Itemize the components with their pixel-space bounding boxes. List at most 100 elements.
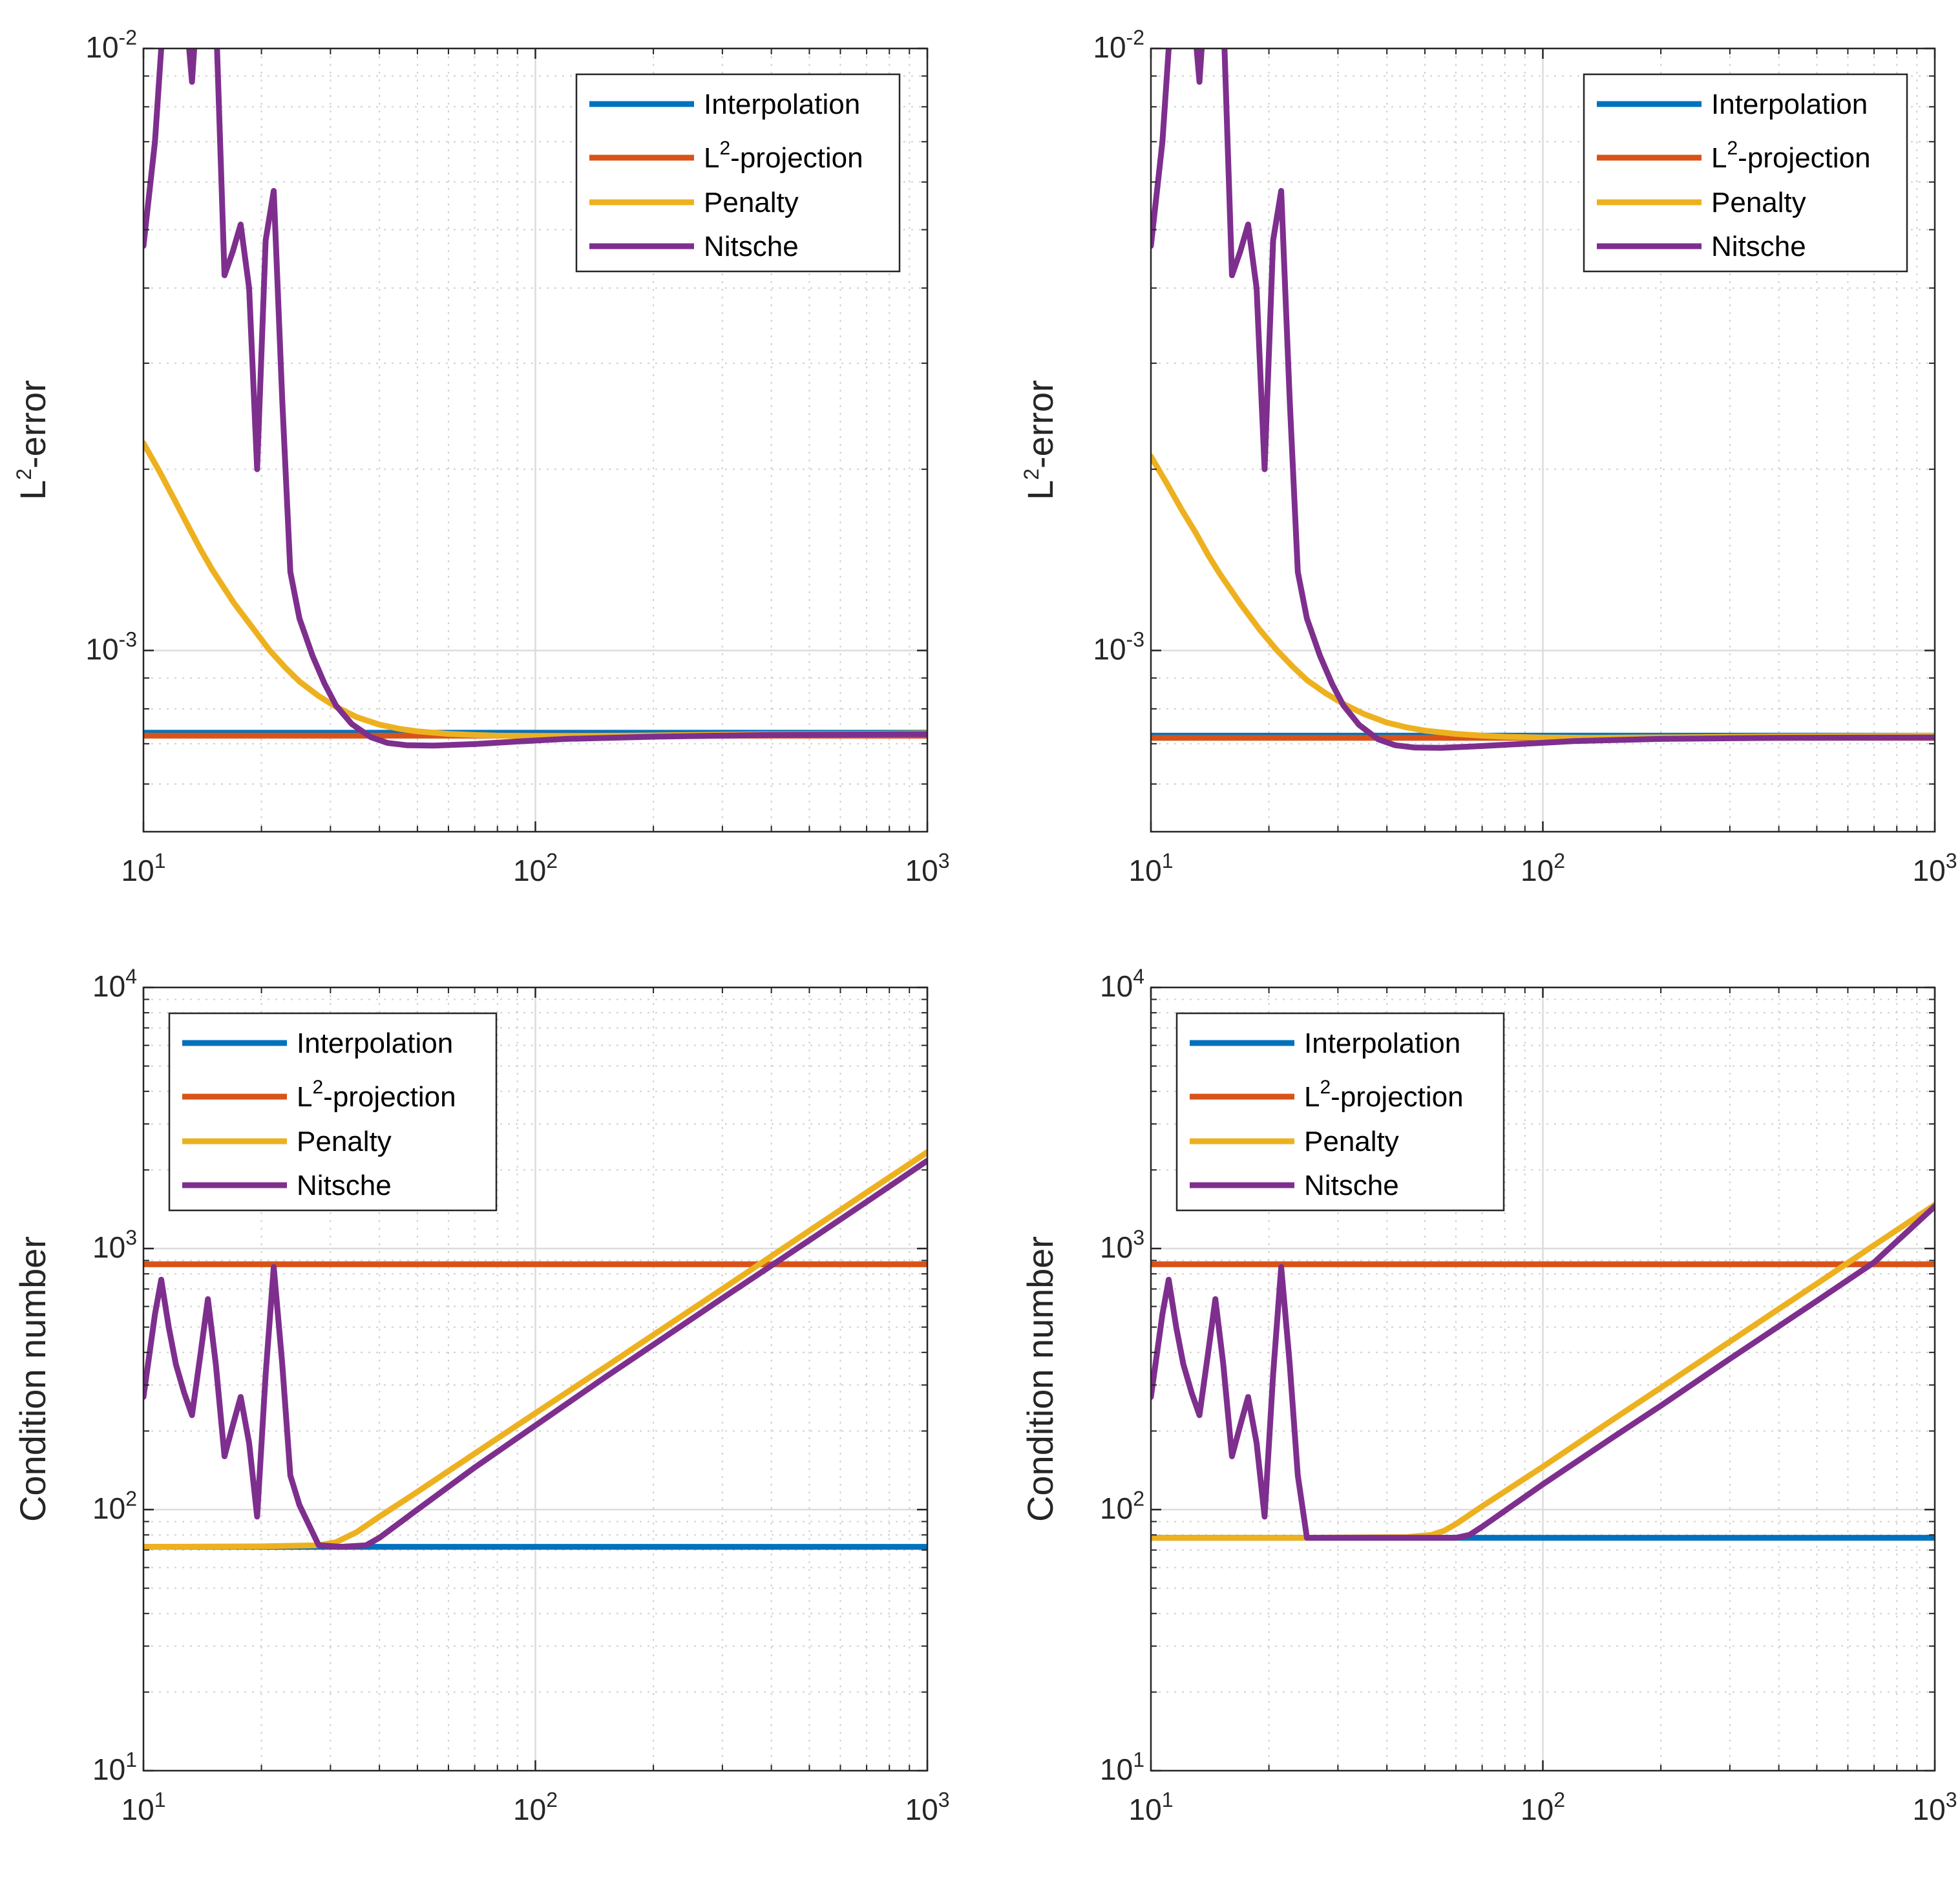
x-tick-label-base: 10 — [513, 854, 546, 887]
x-tick-label-exp: 2 — [546, 849, 558, 872]
y-tick-label: 101 — [1100, 1748, 1144, 1786]
y-axis-label: Condition number — [12, 1236, 53, 1522]
legend-label-base: Nitsche — [1304, 1170, 1399, 1201]
legend-label: Nitsche — [704, 231, 799, 262]
y-tick-label-exp: -3 — [1126, 628, 1144, 651]
x-tick-label-exp: 3 — [938, 1788, 950, 1811]
legend-label: L2-projection — [297, 1077, 456, 1113]
x-tick-label-base: 10 — [1913, 1793, 1946, 1826]
legend-label: Interpolation — [1304, 1028, 1460, 1059]
x-tick-label: 102 — [1521, 1788, 1565, 1826]
x-tick-label-exp: 2 — [1554, 849, 1565, 872]
y-tick-label-exp: 1 — [1133, 1748, 1144, 1771]
y-tick-label-exp: -2 — [1126, 26, 1144, 49]
legend-label-base: L — [297, 1081, 312, 1113]
x-tick-label-base: 10 — [121, 854, 154, 887]
y-tick-label: 103 — [1100, 1226, 1144, 1264]
legend-label-base: Penalty — [1711, 187, 1806, 218]
axis-ticks — [1150, 47, 1936, 832]
legend-label-base: Nitsche — [1711, 231, 1806, 262]
y-tick-label: 103 — [92, 1226, 137, 1264]
legend: Interpolation L2-projection Penalty Nitsche — [1583, 73, 1908, 273]
legend-label: Interpolation — [704, 89, 860, 120]
legend-label: Penalty — [1711, 187, 1806, 218]
legend-label-base: Penalty — [1304, 1126, 1399, 1157]
x-tick-label-base: 10 — [1521, 1793, 1554, 1826]
legend-label-base: Interpolation — [704, 89, 860, 120]
x-tick-label-base: 10 — [1913, 854, 1946, 887]
legend-label: L2-projection — [1711, 138, 1871, 174]
x-tick-label-base: 10 — [121, 1793, 154, 1826]
y-axis-label-rest: -error — [12, 380, 53, 469]
y-tick-label: 104 — [1100, 965, 1144, 1003]
legend: Interpolation L2-projection Penalty Nitsche — [1175, 1012, 1505, 1212]
series-group — [143, 48, 927, 749]
x-tick-label-base: 10 — [513, 1793, 546, 1826]
legend-box — [575, 73, 901, 273]
y-axis-label-base: L — [1020, 480, 1060, 500]
series-line-nitsche — [143, 1157, 927, 1550]
series-group — [1151, 48, 1935, 751]
y-tick-label: 10-2 — [1093, 26, 1144, 64]
x-tick-label: 103 — [1913, 1788, 1957, 1826]
legend-label-base: Interpolation — [1304, 1028, 1460, 1059]
x-tick-label: 102 — [513, 849, 558, 887]
legend-box — [1175, 1012, 1505, 1212]
legend-label-rest: -projection — [730, 142, 863, 174]
panel-case1-l2-error: 101 102 10310-310-2L2-errorInterpolationL2… — [12, 26, 950, 887]
y-axis-label-rest: -error — [1020, 380, 1060, 469]
legend-label-sup: 2 — [312, 1077, 323, 1098]
y-tick-label-exp: 3 — [1133, 1226, 1144, 1249]
legend-label: Nitsche — [1711, 231, 1806, 262]
x-tick-label: 101 — [121, 849, 166, 887]
legend-label-base: Interpolation — [1711, 89, 1868, 120]
x-tick-label-exp: 2 — [546, 1788, 558, 1811]
series-line-nitsche — [1151, 1203, 1935, 1541]
axis-ticks — [142, 47, 929, 832]
y-axis-label-base: Condition number — [12, 1236, 53, 1522]
y-axis-label-base: L — [12, 480, 53, 500]
legend-label-base: Penalty — [297, 1126, 392, 1157]
legend-label-base: Penalty — [704, 187, 799, 218]
x-tick-label: 102 — [1521, 849, 1565, 887]
y-axis-label-sup: 2 — [1020, 469, 1043, 480]
legend-label: Nitsche — [1304, 1170, 1399, 1201]
legend-label-sup: 2 — [1320, 1077, 1331, 1098]
legend-label-rest: -projection — [323, 1081, 456, 1113]
legend-label-base: Nitsche — [297, 1170, 392, 1201]
legend-box — [168, 1012, 498, 1212]
legend-label-rest: -projection — [1738, 142, 1870, 174]
x-tick-label-base: 10 — [905, 854, 938, 887]
legend-box — [1583, 73, 1908, 273]
x-tick-label-exp: 3 — [1946, 1788, 1957, 1811]
y-tick-label-base: 10 — [92, 1753, 125, 1786]
y-tick-label-base: 10 — [1093, 30, 1126, 64]
legend-label-base: Nitsche — [704, 231, 799, 262]
legend-label-base: L — [1711, 142, 1727, 174]
series-group — [143, 1149, 927, 1550]
x-tick-label: 103 — [1913, 849, 1957, 887]
legend-label-base: L — [704, 142, 719, 174]
legend-label: Nitsche — [297, 1170, 392, 1201]
legend-label: Penalty — [297, 1126, 392, 1157]
x-tick-label: 103 — [905, 849, 950, 887]
legend-label: L2-projection — [704, 138, 863, 174]
x-tick-label-base: 10 — [1129, 854, 1162, 887]
x-tick-label: 101 — [1129, 1788, 1174, 1826]
y-tick-label-base: 10 — [1093, 633, 1126, 666]
legend-label-sup: 2 — [1727, 138, 1738, 159]
x-tick-label: 101 — [1129, 849, 1174, 887]
y-tick-label-exp: 2 — [125, 1487, 137, 1510]
y-tick-label-exp: 4 — [125, 965, 137, 988]
y-tick-label-base: 10 — [92, 1492, 125, 1525]
x-tick-label-base: 10 — [1129, 1793, 1162, 1826]
y-tick-label-base: 10 — [1100, 1492, 1133, 1525]
y-tick-label-exp: -3 — [119, 628, 137, 651]
y-tick-label-base: 10 — [85, 30, 118, 64]
x-tick-label-exp: 3 — [1946, 849, 1957, 872]
legend-label: Penalty — [1304, 1126, 1399, 1157]
y-axis-label-sup: 2 — [12, 469, 36, 480]
legend: Interpolation L2-projection Penalty Nitsche — [575, 73, 901, 273]
